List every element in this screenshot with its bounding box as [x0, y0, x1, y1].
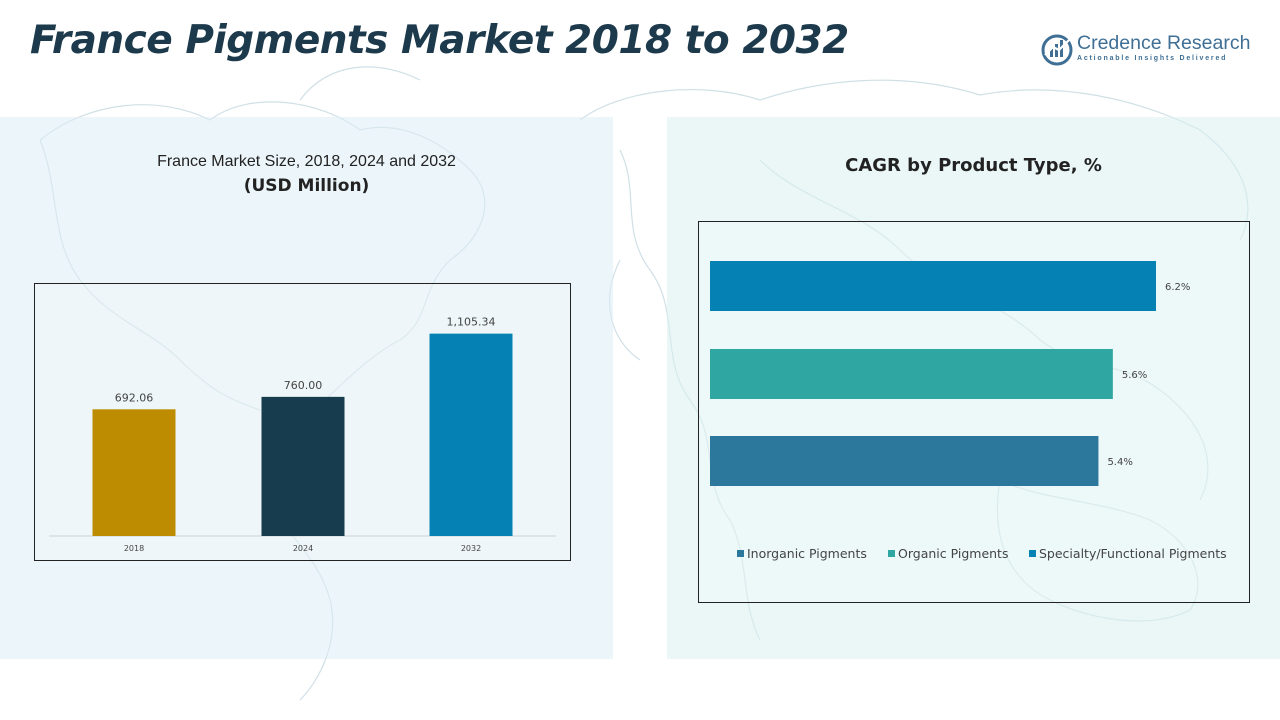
hbar-specialty-functional-pigments: [710, 261, 1156, 311]
legend-label-inorganic-pigments: Inorganic Pigments: [747, 546, 867, 561]
x-tick-label-2018: 2018: [124, 544, 144, 553]
logo-mark-icon: [1041, 34, 1073, 66]
legend-swatch-inorganic-pigments: [737, 550, 744, 557]
hbar-organic-pigments: [710, 349, 1113, 399]
bar-2018: [92, 409, 176, 536]
cagr-bar-chart: 6.2% 5.6% 5.4% Inorganic Pigments Organic Pi…: [710, 261, 1227, 561]
logo-tagline: Actionable Insights Delivered: [1077, 55, 1228, 62]
x-tick-label-2024: 2024: [293, 544, 313, 553]
legend-label-specialty-functional-pigments: Specialty/Functional Pigments: [1039, 546, 1227, 561]
credence-research-logo: Credence Research Actionable Insights De…: [1040, 30, 1265, 70]
hbar-value-label-organic-pigments: 5.6%: [1122, 370, 1147, 381]
cagr-chart-frame: 6.2% 5.6% 5.4% Inorganic Pigments Organic Pi…: [698, 221, 1250, 603]
legend-swatch-specialty-functional-pigments: [1029, 550, 1036, 557]
bar-value-label-2032: 1,105.34: [447, 316, 496, 329]
legend-label-organic-pigments: Organic Pigments: [898, 546, 1008, 561]
hbar-value-label-inorganic-pigments: 5.4%: [1107, 457, 1132, 468]
page-title: France Pigments Market 2018 to 2032: [30, 18, 849, 63]
market-size-bar-chart: 692.06 2018 760.00 2024 1,105.34 2032: [49, 316, 556, 553]
market-size-title: France Market Size, 2018, 2024 and 2032: [157, 153, 456, 170]
market-size-chart-frame: 692.06 2018 760.00 2024 1,105.34 2032: [34, 283, 571, 561]
hbar-value-label-specialty-functional-pigments: 6.2%: [1165, 282, 1190, 293]
bar-2032: [429, 333, 513, 536]
cagr-title: CAGR by Product Type, %: [845, 155, 1102, 176]
hbar-inorganic-pigments: [710, 436, 1099, 486]
bar-value-label-2024: 760.00: [284, 379, 323, 392]
legend-swatch-organic-pigments: [888, 550, 895, 557]
bar-value-label-2018: 692.06: [115, 391, 154, 404]
x-tick-label-2032: 2032: [461, 544, 481, 553]
market-size-unit: (USD Million): [243, 176, 370, 196]
bar-2024: [261, 396, 345, 536]
logo-name: Credence Research: [1077, 32, 1251, 54]
